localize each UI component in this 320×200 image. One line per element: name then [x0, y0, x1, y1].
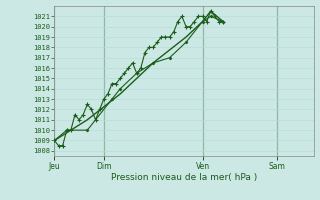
X-axis label: Pression niveau de la mer( hPa ): Pression niveau de la mer( hPa ): [111, 173, 257, 182]
